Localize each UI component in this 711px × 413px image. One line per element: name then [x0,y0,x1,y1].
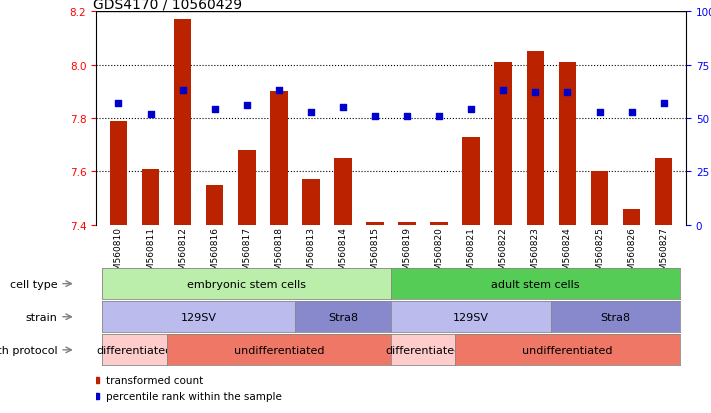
Bar [462,138,480,225]
Bar [270,92,288,225]
Text: differentiated: differentiated [97,345,173,355]
Bar [527,52,544,225]
Bar [430,223,448,225]
Text: embryonic stem cells: embryonic stem cells [187,279,306,289]
Bar [398,223,416,225]
Bar [238,151,255,225]
Text: differentiated: differentiated [385,345,461,355]
Bar [655,159,673,225]
Text: percentile rank within the sample: percentile rank within the sample [107,392,282,401]
Text: strain: strain [26,312,58,322]
Bar [366,223,384,225]
Bar [173,20,191,225]
Point [498,88,509,95]
Bar [559,63,577,225]
Point [369,113,380,120]
Point [530,90,541,97]
Text: 129SV: 129SV [181,312,217,322]
Text: undifferentiated: undifferentiated [522,345,613,355]
Text: growth protocol: growth protocol [0,345,58,355]
Text: GDS4170 / 10560429: GDS4170 / 10560429 [93,0,242,11]
Point [305,109,316,116]
Point [209,107,220,114]
Text: Stra8: Stra8 [328,312,358,322]
Bar [494,63,512,225]
Point [658,100,669,107]
Bar [591,172,609,225]
Point [337,105,348,112]
Point [466,107,477,114]
Point [434,113,445,120]
Bar [109,121,127,225]
Text: cell type: cell type [10,279,58,289]
Bar [302,180,320,225]
Text: adult stem cells: adult stem cells [491,279,579,289]
Bar [205,185,223,225]
Text: 129SV: 129SV [453,312,489,322]
Point [594,109,605,116]
Point [402,113,413,120]
Bar [141,169,159,225]
Text: Stra8: Stra8 [601,312,631,322]
Point [273,88,284,95]
Text: undifferentiated: undifferentiated [233,345,324,355]
Bar [623,209,641,225]
Point [113,100,124,107]
Point [145,111,156,118]
Point [241,103,252,109]
Point [626,109,637,116]
Bar [334,159,352,225]
Point [562,90,573,97]
Text: transformed count: transformed count [107,375,203,385]
Point [177,88,188,95]
